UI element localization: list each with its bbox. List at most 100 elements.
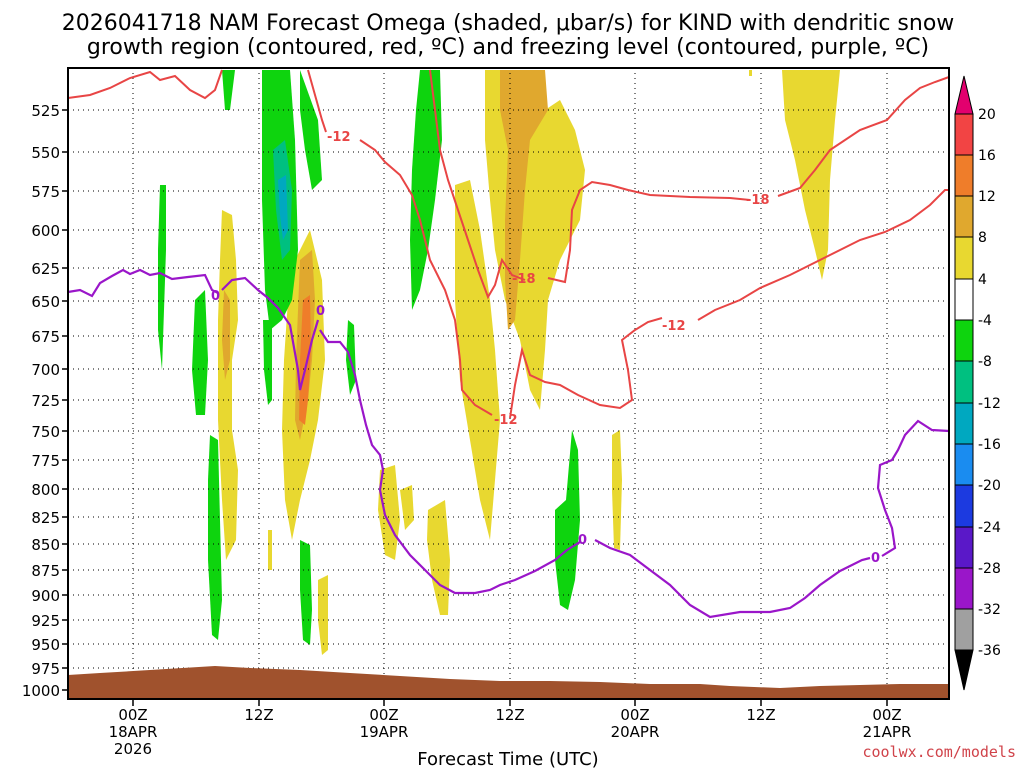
y-tick-label: 625 [31,260,60,278]
omega-negative-region [208,435,222,640]
y-tick-label: 675 [31,328,60,346]
y-tick-label: 825 [31,509,60,527]
chart-title-line1: 2026041718 NAM Forecast Omega (shaded, μ… [62,11,955,36]
y-tick-label: 1000 [22,682,60,700]
colorbar-swatch [954,567,974,610]
contour-label: -18 [512,272,536,287]
colorbar-swatch [954,236,974,280]
y-tick-label: 725 [31,392,60,410]
y-axis: 525 550 575 600 625 650 675 700 725 750 … [22,102,68,700]
colorbar-swatch [954,526,974,569]
y-tick-label: 650 [31,293,60,311]
contour-label: 0 [871,551,880,566]
colorbar-swatch [954,195,974,238]
colorbar-tick-label: 12 [978,189,996,205]
y-tick-label: 550 [31,144,60,162]
y-tick-label: 900 [31,587,60,605]
colorbar-tick-label: 4 [978,272,987,288]
colorbar-swatch [954,484,974,528]
colorbar-swatch [954,154,974,197]
y-tick-label: 925 [31,612,60,630]
colorbar-bottom-arrow [954,649,974,691]
colorbar-tick-label: 8 [978,230,987,246]
y-tick-label: 575 [31,183,60,201]
contour-label: 0 [578,533,587,548]
x-axis: 00Z 18APR 2026 12Z 00Z 19APR 12Z 00Z 20A… [109,699,1016,768]
x-tick-date: 20APR [611,723,660,741]
colorbar-tick-label: -8 [978,354,992,370]
colorbar-tick-label: -4 [978,313,992,329]
y-tick-label: 750 [31,423,60,441]
omega-positive-region [318,575,328,655]
contour-minus12-lower [509,189,949,419]
x-tick-label: 00Z [872,706,901,724]
colorbar-swatch [954,443,974,486]
colorbar-swatch [954,608,974,651]
omega-positive-region [268,530,272,570]
x-tick-year: 2026 [114,740,152,758]
terrain-strip [68,666,949,699]
omega-negative-region [158,185,166,370]
colorbar-top-arrow [954,75,974,115]
y-tick-label: 875 [31,562,60,580]
x-tick-date: 18APR [109,723,158,741]
x-tick-label: 12Z [746,706,775,724]
omega-positive-region [612,430,622,550]
contour-label: -12 [327,130,351,145]
omega-positive-region [218,210,238,560]
contour-label: -12 [494,413,518,428]
colorbar-swatch [954,278,974,321]
x-tick-label: 00Z [118,706,147,724]
omega-negative-region [263,320,272,405]
contour-label: 0 [316,304,325,319]
colorbar-tick-label: -16 [978,437,1001,453]
y-tick-label: 975 [31,660,60,678]
contour-label: -18 [746,193,770,208]
colorbar-tick-label: 20 [978,107,996,123]
omega-positive-region [299,295,311,425]
omega-negative-region [346,320,356,395]
y-tick-label: 800 [31,481,60,499]
y-tick-label: 600 [31,222,60,240]
colorbar-tick-label: -36 [978,643,1001,659]
y-tick-label: 950 [31,636,60,654]
omega-negative-region [300,540,312,645]
colorbar-tick-label: -20 [978,478,1001,494]
colorbar-swatch [954,113,974,156]
contour-label: -12 [662,319,686,334]
contour-minus12-upper [67,69,493,416]
colorbar-tick-label: -24 [978,520,1001,536]
x-tick-label: 00Z [620,706,649,724]
x-tick-date: 19APR [360,723,409,741]
omega-positive-region [749,70,752,76]
omega-negative-region [222,70,235,110]
x-tick-date: 21APR [863,723,912,741]
omega-negative-region [555,430,580,610]
omega-negative-region [300,70,322,190]
contour-minus18 [429,69,950,300]
x-tick-label: 12Z [244,706,273,724]
freezing-level-contour [67,268,950,619]
omega-negative-region [410,70,442,310]
x-tick-label: 00Z [369,706,398,724]
chart-title-line2: growth region (contoured, red, ºC) and f… [87,35,929,60]
x-tick-label: 12Z [495,706,524,724]
colorbar-swatch [954,402,974,445]
x-axis-label: Forecast Time (UTC) [417,749,598,768]
colorbar-tick-label: -32 [978,602,1001,618]
contour-label: 0 [211,289,220,304]
omega-positive-region [500,70,548,330]
credit-text: coolwx.com/models [862,743,1016,761]
colorbar: 20 16 12 8 4 -4 -8 -12 -16 -20 -24 -28 -… [954,75,1001,691]
colorbar-tick-label: 16 [978,148,996,164]
y-tick-label: 525 [31,102,60,120]
colorbar-swatch [954,319,974,362]
dendritic-contours [67,69,950,419]
colorbar-swatch [954,360,974,404]
omega-positive-region [400,485,414,530]
omega-negative-region [192,290,208,415]
omega-positive-region [455,180,500,540]
grid [68,68,949,699]
y-tick-label: 850 [31,536,60,554]
